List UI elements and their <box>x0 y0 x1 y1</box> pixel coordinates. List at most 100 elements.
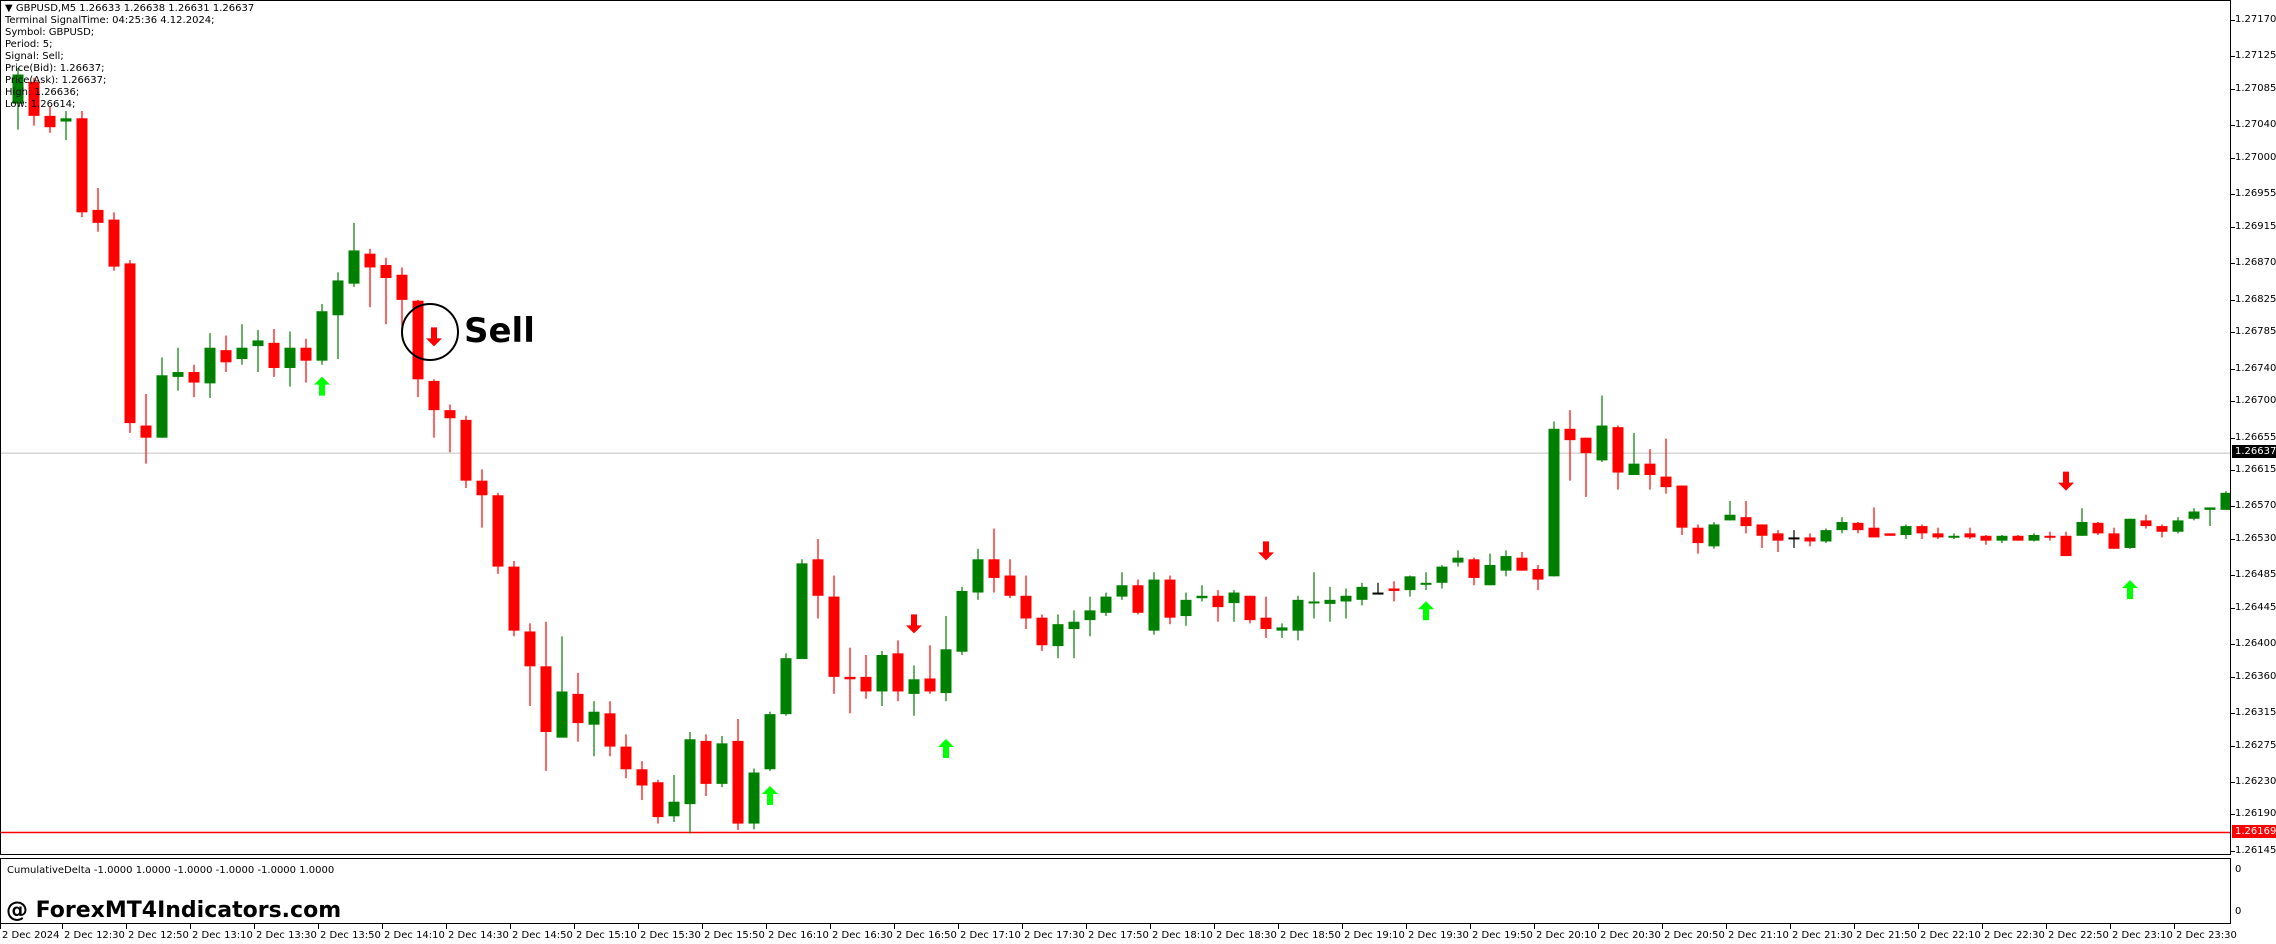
time-tick <box>1534 924 1535 929</box>
subwindow-axis-label: 0 <box>2235 906 2242 917</box>
candle <box>12 68 24 130</box>
candle <box>1852 522 1864 534</box>
price-tick-label: 1.26655 <box>2235 431 2276 443</box>
cumulative-delta-subwindow[interactable]: CumulativeDelta -1.0000 1.0000 -1.0000 -… <box>0 858 2231 924</box>
candle <box>524 623 536 707</box>
candle <box>1404 575 1416 597</box>
time-tick <box>1086 924 1087 929</box>
candle <box>508 560 520 637</box>
signal-info-line: Price(Ask): 1.26637; <box>5 75 107 86</box>
time-tick-label: 2 Dec 15:10 <box>576 930 637 941</box>
candle <box>428 379 440 438</box>
time-tick-label: 2 Dec 18:10 <box>1152 930 1213 941</box>
price-tick <box>2231 332 2235 334</box>
time-tick-label: 2 Dec 2024 <box>2 930 60 941</box>
candle <box>1212 590 1224 622</box>
price-tick <box>2231 676 2235 678</box>
candle <box>1916 524 1928 540</box>
candle <box>1804 533 1816 547</box>
candle <box>1180 592 1192 626</box>
candle <box>332 272 344 360</box>
price-tick <box>2231 226 2235 228</box>
time-tick-label: 2 Dec 23:10 <box>2112 930 2173 941</box>
candle <box>1532 564 1544 591</box>
price-tick <box>2231 575 2235 577</box>
time-tick <box>638 924 639 929</box>
candle <box>2188 508 2200 521</box>
candle <box>156 357 168 438</box>
candlestick-chart[interactable] <box>1 1 2230 854</box>
time-tick <box>958 924 959 929</box>
candle <box>1004 559 1016 599</box>
candle <box>2220 491 2230 510</box>
price-tick <box>2231 506 2235 508</box>
price-tick-label: 1.26190 <box>2235 808 2276 820</box>
time-tick <box>1918 924 1919 929</box>
candle <box>1148 572 1160 635</box>
time-tick-label: 2 Dec 23:30 <box>2176 930 2237 941</box>
candle <box>268 329 280 377</box>
time-tick <box>702 924 703 929</box>
candle <box>1900 524 1912 540</box>
sell-arrow-icon <box>2058 471 2074 491</box>
time-axis[interactable]: 2 Dec 2024 2 Dec 12:30 2 Dec 12:50 2 Dec 13… <box>0 924 2237 944</box>
time-tick-label: 2 Dec 19:30 <box>1408 930 1469 941</box>
time-tick <box>830 924 831 929</box>
candle <box>396 267 408 330</box>
candle <box>1164 575 1176 625</box>
time-tick <box>382 924 383 929</box>
candle <box>2012 534 2024 541</box>
candle <box>2060 531 2072 557</box>
main-chart-panel[interactable]: ▼ GBPUSD,M5 1.26633 1.26638 1.26631 1.26… <box>0 0 2231 855</box>
candle <box>1068 610 1080 659</box>
price-tick-label: 1.26615 <box>2235 463 2276 475</box>
price-tick <box>2231 469 2235 471</box>
candle <box>1564 410 1576 481</box>
candle <box>1756 524 1768 548</box>
candle <box>588 701 600 757</box>
candle <box>284 331 296 387</box>
candle <box>1980 534 1992 545</box>
candle <box>956 586 968 655</box>
time-tick <box>0 924 1 929</box>
price-tick <box>2231 745 2235 747</box>
watermark: @ ForexMT4Indicators.com <box>6 898 342 923</box>
time-tick-label: 2 Dec 20:50 <box>1664 930 1725 941</box>
price-tick-label: 1.26825 <box>2235 293 2276 305</box>
candle <box>764 711 776 771</box>
candle <box>252 329 264 373</box>
candle <box>1884 533 1896 536</box>
subwindow-axis-label: 0 <box>2235 864 2242 875</box>
candle <box>1580 437 1592 497</box>
signal-info-line: High: 1.26636; <box>5 87 80 98</box>
candle <box>2108 527 2120 549</box>
time-tick-label: 2 Dec 12:30 <box>64 930 125 941</box>
buy-arrow-icon <box>1418 601 1434 621</box>
candle <box>1020 575 1032 630</box>
price-tick-label: 1.26315 <box>2235 707 2276 719</box>
price-tick-label: 1.27085 <box>2235 82 2276 94</box>
time-tick <box>894 924 895 929</box>
time-tick-label: 2 Dec 13:50 <box>320 930 381 941</box>
time-tick-label: 2 Dec 22:30 <box>1984 930 2045 941</box>
candle <box>2156 524 2168 538</box>
candle <box>1948 533 1960 540</box>
time-tick-label: 2 Dec 16:30 <box>832 930 893 941</box>
time-tick-label: 2 Dec 17:50 <box>1088 930 1149 941</box>
candle <box>92 188 104 232</box>
collapse-triangle-icon[interactable]: ▼ <box>5 3 13 14</box>
price-tick-label: 1.26700 <box>2235 395 2276 407</box>
time-tick <box>1982 924 1983 929</box>
price-axis[interactable]: 1.27170 1.27125 1.27085 1.27040 1.27000 1.269… <box>2231 0 2276 924</box>
candle <box>1468 557 1480 586</box>
candle <box>1372 582 1384 595</box>
price-tick-label: 1.26230 <box>2235 776 2276 788</box>
candle <box>1340 588 1352 619</box>
candle <box>1772 530 1784 553</box>
price-tick <box>2231 299 2235 301</box>
time-tick <box>190 924 191 929</box>
candle <box>2204 507 2216 527</box>
candle <box>556 636 568 738</box>
candle <box>2140 514 2152 529</box>
time-tick <box>1214 924 1215 929</box>
